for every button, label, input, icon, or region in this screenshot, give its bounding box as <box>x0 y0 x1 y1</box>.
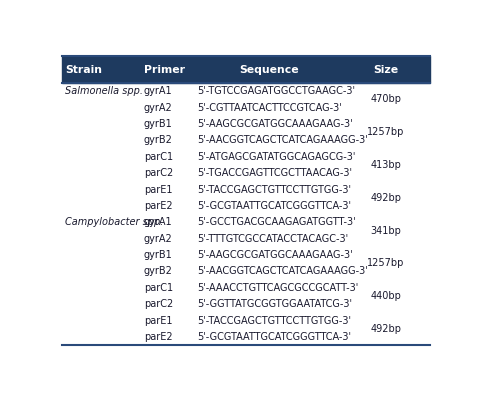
Text: Size: Size <box>373 65 398 75</box>
Text: gyrB1: gyrB1 <box>144 250 173 260</box>
Text: 492bp: 492bp <box>371 193 401 203</box>
Text: Primer: Primer <box>144 65 185 75</box>
Text: 492bp: 492bp <box>371 324 401 334</box>
Text: 1257bp: 1257bp <box>367 258 405 268</box>
Text: 5'-CGTTAATCACTTCCGTCAG-3': 5'-CGTTAATCACTTCCGTCAG-3' <box>197 103 342 113</box>
Text: 413bp: 413bp <box>371 160 401 170</box>
Text: 5'-TTTGTCGCCATACCTACAGC-3': 5'-TTTGTCGCCATACCTACAGC-3' <box>197 234 348 244</box>
Text: gyrA2: gyrA2 <box>144 234 173 244</box>
Text: gyrA2: gyrA2 <box>144 103 173 113</box>
Text: 440bp: 440bp <box>371 291 401 301</box>
Text: 5'-GGTTATGCGGTGGAATATCG-3': 5'-GGTTATGCGGTGGAATATCG-3' <box>197 299 352 309</box>
Text: 5'-GCGTAATTGCATCGGGTTCA-3': 5'-GCGTAATTGCATCGGGTTCA-3' <box>197 332 351 342</box>
Text: 5'-GCGTAATTGCATCGGGTTCA-3': 5'-GCGTAATTGCATCGGGTTCA-3' <box>197 201 351 211</box>
Text: gyrA1: gyrA1 <box>144 217 173 227</box>
Text: 5'-GCCTGACGCAAGAGATGGTT-3': 5'-GCCTGACGCAAGAGATGGTT-3' <box>197 217 356 227</box>
Text: parC1: parC1 <box>144 283 173 293</box>
Text: Strain: Strain <box>65 65 102 75</box>
Text: parE2: parE2 <box>144 332 173 342</box>
Text: 5'-TGACCGAGTTCGCTTAACAG-3': 5'-TGACCGAGTTCGCTTAACAG-3' <box>197 168 352 178</box>
Text: gyrB2: gyrB2 <box>144 136 173 145</box>
Text: 5'-AACGGTCAGCTCATCAGAAAGG-3': 5'-AACGGTCAGCTCATCAGAAAGG-3' <box>197 136 368 145</box>
Text: 470bp: 470bp <box>371 95 401 104</box>
Text: parC1: parC1 <box>144 152 173 162</box>
Text: 5'-AAACCTGTTCAGCGCCGCATT-3': 5'-AAACCTGTTCAGCGCCGCATT-3' <box>197 283 359 293</box>
Text: gyrA1: gyrA1 <box>144 86 173 96</box>
Text: 5'-AAGCGCGATGGCAAAGAAG-3': 5'-AAGCGCGATGGCAAAGAAG-3' <box>197 250 353 260</box>
Bar <box>62 56 430 83</box>
Text: parE1: parE1 <box>144 316 172 325</box>
Text: 5'-ATGAGCGATATGGCAGAGCG-3': 5'-ATGAGCGATATGGCAGAGCG-3' <box>197 152 356 162</box>
Text: gyrB2: gyrB2 <box>144 266 173 277</box>
Text: Campylobacter spp.: Campylobacter spp. <box>65 217 163 227</box>
Text: Salmonella spp.: Salmonella spp. <box>65 86 143 96</box>
Text: gyrB1: gyrB1 <box>144 119 173 129</box>
Text: 341bp: 341bp <box>371 225 401 236</box>
Text: 5'-AAGCGCGATGGCAAAGAAG-3': 5'-AAGCGCGATGGCAAAGAAG-3' <box>197 119 353 129</box>
Text: Sequence: Sequence <box>239 65 299 75</box>
Text: 1257bp: 1257bp <box>367 127 405 137</box>
Text: parC2: parC2 <box>144 299 173 309</box>
Text: 5'-AACGGTCAGCTCATCAGAAAGG-3': 5'-AACGGTCAGCTCATCAGAAAGG-3' <box>197 266 368 277</box>
Text: 5'-TACCGAGCTGTTCCTTGTGG-3': 5'-TACCGAGCTGTTCCTTGTGG-3' <box>197 316 351 325</box>
Text: 5'-TGTCCGAGATGGCCTGAAGC-3': 5'-TGTCCGAGATGGCCTGAAGC-3' <box>197 86 355 96</box>
Text: parE1: parE1 <box>144 184 172 195</box>
Text: parE2: parE2 <box>144 201 173 211</box>
Text: parC2: parC2 <box>144 168 173 178</box>
Text: 5'-TACCGAGCTGTTCCTTGTGG-3': 5'-TACCGAGCTGTTCCTTGTGG-3' <box>197 184 351 195</box>
